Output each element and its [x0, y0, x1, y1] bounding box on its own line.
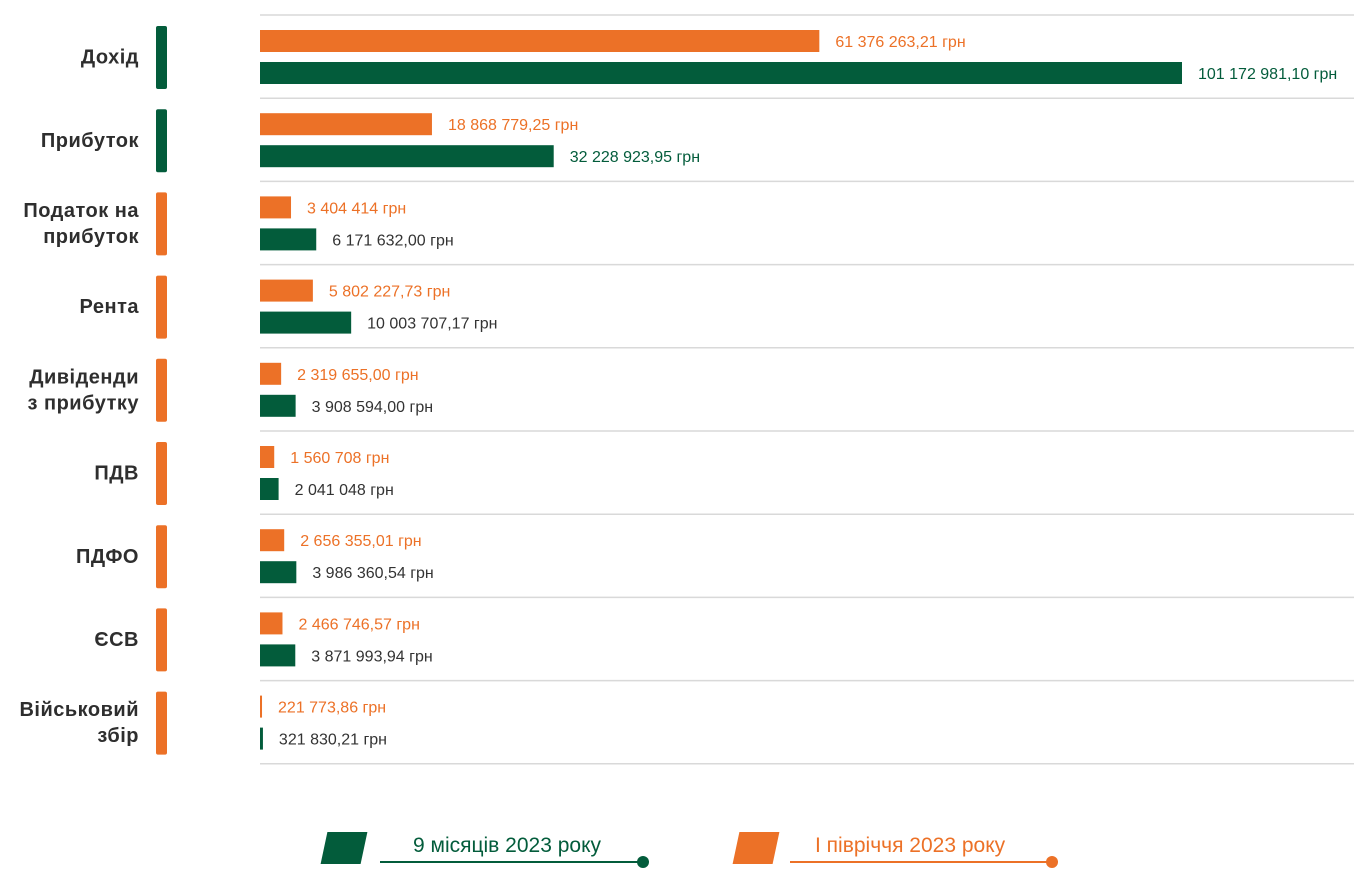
legend-dot-green	[637, 856, 649, 868]
bar-nine-months	[260, 145, 554, 168]
legend-swatch-orange	[732, 832, 780, 864]
category-marker	[156, 358, 167, 422]
bar-chart: Дохід 61 376 263,21 грн 101 172 981,10 грн…	[19, 14, 1354, 765]
category-marker	[156, 192, 167, 256]
legend-underline-orange	[790, 861, 1052, 863]
data-label: 1 560 708 грн	[290, 450, 389, 467]
bar-nine-months	[260, 228, 317, 251]
legend-item-half-year: I півріччя 2023 року	[732, 828, 1066, 868]
legend-item-nine-months: 9 місяців 2023 року	[320, 828, 654, 868]
data-label: 10 003 707,17 грн	[367, 316, 497, 333]
bar-nine-months	[260, 478, 279, 500]
category-marker	[156, 608, 167, 672]
bar-half-year	[260, 612, 283, 635]
legend-dot-orange	[1046, 856, 1058, 868]
bar-half-year	[260, 362, 282, 385]
category-marker	[156, 525, 167, 589]
bar-nine-months	[260, 311, 352, 334]
category-label: Дивіденди з прибутку	[28, 366, 140, 414]
bar-half-year	[260, 30, 820, 52]
data-label: 3 986 360,54 грн	[312, 565, 433, 582]
legend-label-nine-months: 9 місяців 2023 року	[413, 834, 602, 857]
category-marker	[156, 26, 167, 89]
bar-half-year	[260, 695, 263, 718]
category-label: Прибуток	[41, 130, 140, 152]
category-marker	[156, 109, 167, 173]
legend-swatch-green	[320, 832, 368, 864]
category-marker	[156, 691, 167, 755]
data-label: 3 908 594,00 грн	[312, 399, 433, 416]
data-label: 101 172 981,10 грн	[1198, 66, 1337, 83]
data-label: 2 466 746,57 грн	[298, 616, 419, 633]
legend-underline-green	[380, 861, 642, 863]
category-label: ЄСВ	[94, 629, 139, 651]
category-label: Податок на прибуток	[23, 200, 139, 248]
category-label: Рента	[80, 296, 140, 318]
bar-nine-months	[260, 561, 297, 584]
data-label: 3 871 993,94 грн	[311, 648, 432, 665]
category-marker	[156, 275, 167, 339]
bar-half-year	[260, 279, 313, 302]
bar-half-year	[260, 446, 275, 468]
category-label: ПДФО	[76, 546, 139, 568]
data-label: 61 376 263,21 грн	[835, 34, 965, 51]
data-label: 2 319 655,00 грн	[297, 367, 418, 384]
data-label: 2 041 048 грн	[295, 482, 394, 499]
category-label: ПДВ	[94, 463, 139, 485]
bar-half-year	[260, 196, 292, 219]
data-label: 2 656 355,01 грн	[300, 533, 421, 550]
data-label: 221 773,86 грн	[278, 700, 386, 717]
bar-nine-months	[260, 644, 296, 667]
data-label: 32 228 923,95 грн	[570, 149, 700, 166]
bar-half-year	[260, 529, 285, 552]
data-label: 6 171 632,00 грн	[332, 232, 453, 249]
category-marker	[156, 442, 167, 505]
bar-nine-months	[260, 727, 263, 750]
data-label: 321 830,21 грн	[279, 732, 387, 749]
bar-half-year	[260, 113, 432, 136]
bar-nine-months	[260, 394, 296, 417]
category-label: Дохід	[81, 47, 139, 69]
bar-nine-months	[260, 62, 1182, 84]
data-label: 3 404 414 грн	[307, 200, 406, 217]
legend-label-half-year: I півріччя 2023 року	[815, 834, 1006, 857]
data-label: 5 802 227,73 грн	[329, 284, 450, 301]
data-label: 18 868 779,25 грн	[448, 117, 578, 134]
category-label: Військовий збір	[19, 699, 139, 747]
